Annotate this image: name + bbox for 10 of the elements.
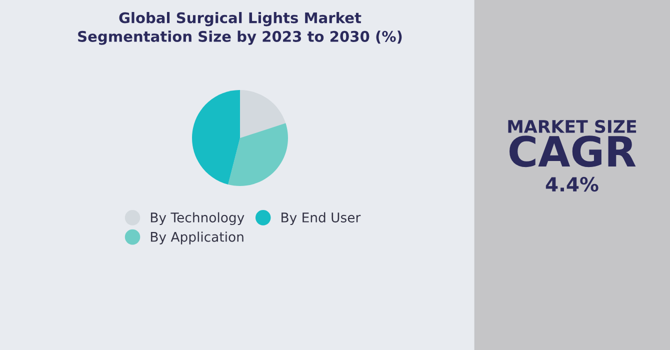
legend-label: By Application	[150, 232, 244, 244]
chart-title: Global Surgical Lights Market Segmentation Size by 2023 to 2030 (%)	[78, 12, 402, 45]
pie-slice	[240, 90, 286, 138]
legend-label: By Technology	[150, 212, 244, 226]
text: 4.4%	[546, 176, 598, 192]
text: MARKET SIZE	[508, 120, 636, 134]
pie-slice	[228, 123, 288, 186]
legend-label: By End User	[282, 212, 361, 226]
text: CAGR	[510, 136, 636, 168]
pie-slice	[192, 90, 240, 184]
